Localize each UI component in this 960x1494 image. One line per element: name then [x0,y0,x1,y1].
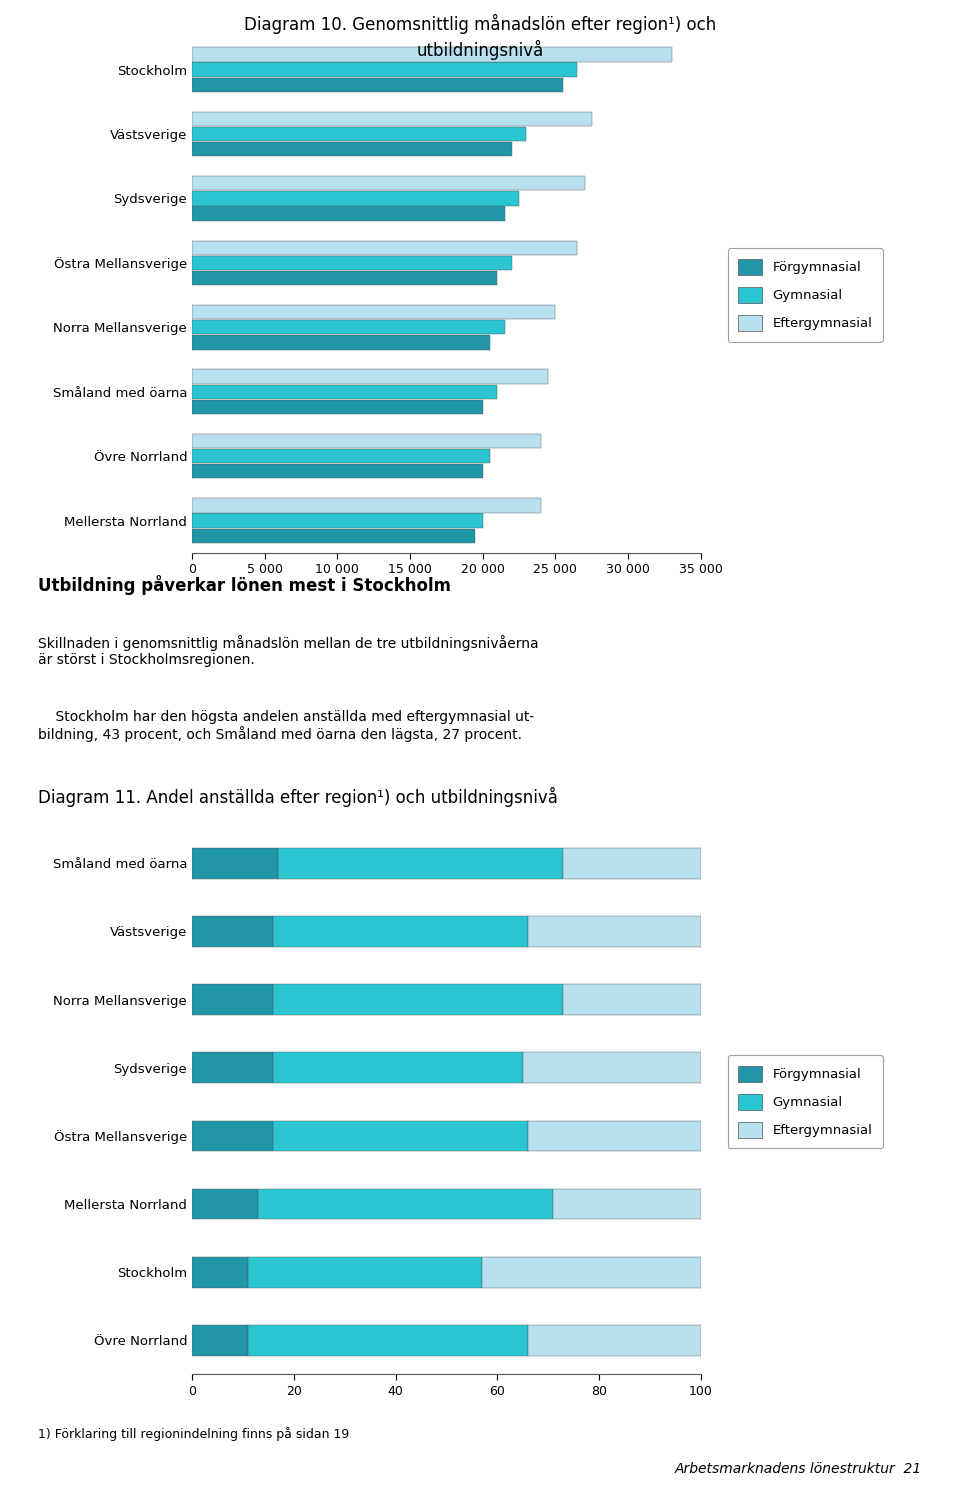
Text: Diagram 10. Genomsnittlig månadslön efter region¹) och: Diagram 10. Genomsnittlig månadslön efte… [244,15,716,34]
Bar [192,206,505,221]
Bar [274,916,528,947]
Bar [192,400,483,414]
Bar [192,112,591,125]
Bar [192,270,497,285]
Bar [482,1256,701,1288]
Bar [528,916,701,947]
Legend: Förgymnasial, Gymnasial, Eftergymnasial: Förgymnasial, Gymnasial, Eftergymnasial [728,248,883,342]
Bar [192,916,274,947]
Bar [192,255,512,270]
Bar [192,433,540,448]
Bar [192,1052,274,1083]
Text: 1) Förklaring till regionindelning finns på sidan 19: 1) Förklaring till regionindelning finns… [38,1427,349,1440]
Bar [192,849,278,878]
Bar [192,320,505,335]
Text: Diagram 11. Andel anställda efter region¹) och utbildningsnivå: Diagram 11. Andel anställda efter region… [38,787,559,807]
Bar [192,127,526,140]
Bar [192,499,540,512]
Bar [192,142,512,157]
Bar [564,985,701,1014]
Bar [192,241,577,255]
Bar [278,849,564,878]
Text: Skillnaden i genomsnittlig månadslön mellan de tre utbildningsnivåerna
är störst: Skillnaden i genomsnittlig månadslön mel… [38,635,539,668]
Bar [248,1325,528,1355]
Bar [192,450,490,463]
Bar [522,1052,701,1083]
Bar [192,1256,248,1288]
Text: Arbetsmarknadens lönestruktur  21: Arbetsmarknadens lönestruktur 21 [674,1463,922,1476]
Bar [192,176,585,190]
Bar [192,63,577,76]
Bar [248,1256,482,1288]
Bar [192,465,483,478]
Bar [564,849,701,878]
Bar [274,1120,528,1152]
Bar [192,369,548,384]
Bar [192,1189,258,1219]
Bar [528,1120,701,1152]
Text: utbildningsnivå: utbildningsnivå [417,40,543,60]
Bar [192,384,497,399]
Bar [192,335,490,350]
Bar [528,1325,701,1355]
Bar [192,48,672,61]
Text: Kr: Kr [686,1119,701,1134]
Bar [258,1189,553,1219]
Text: Utbildning påverkar lönen mest i Stockholm: Utbildning påverkar lönen mest i Stockho… [38,575,451,595]
Bar [192,985,274,1014]
Bar [192,529,475,542]
Bar [192,1325,248,1355]
Bar [192,305,556,320]
Bar [274,1052,522,1083]
Bar [192,78,563,91]
Bar [192,514,483,527]
Bar [553,1189,701,1219]
Bar [274,985,564,1014]
Text: Stockholm har den högsta andelen anställda med eftergymnasial ut-
bildning, 43 p: Stockholm har den högsta andelen anställ… [38,710,535,743]
Bar [192,1120,274,1152]
Bar [192,191,519,206]
Legend: Förgymnasial, Gymnasial, Eftergymnasial: Förgymnasial, Gymnasial, Eftergymnasial [728,1055,883,1149]
